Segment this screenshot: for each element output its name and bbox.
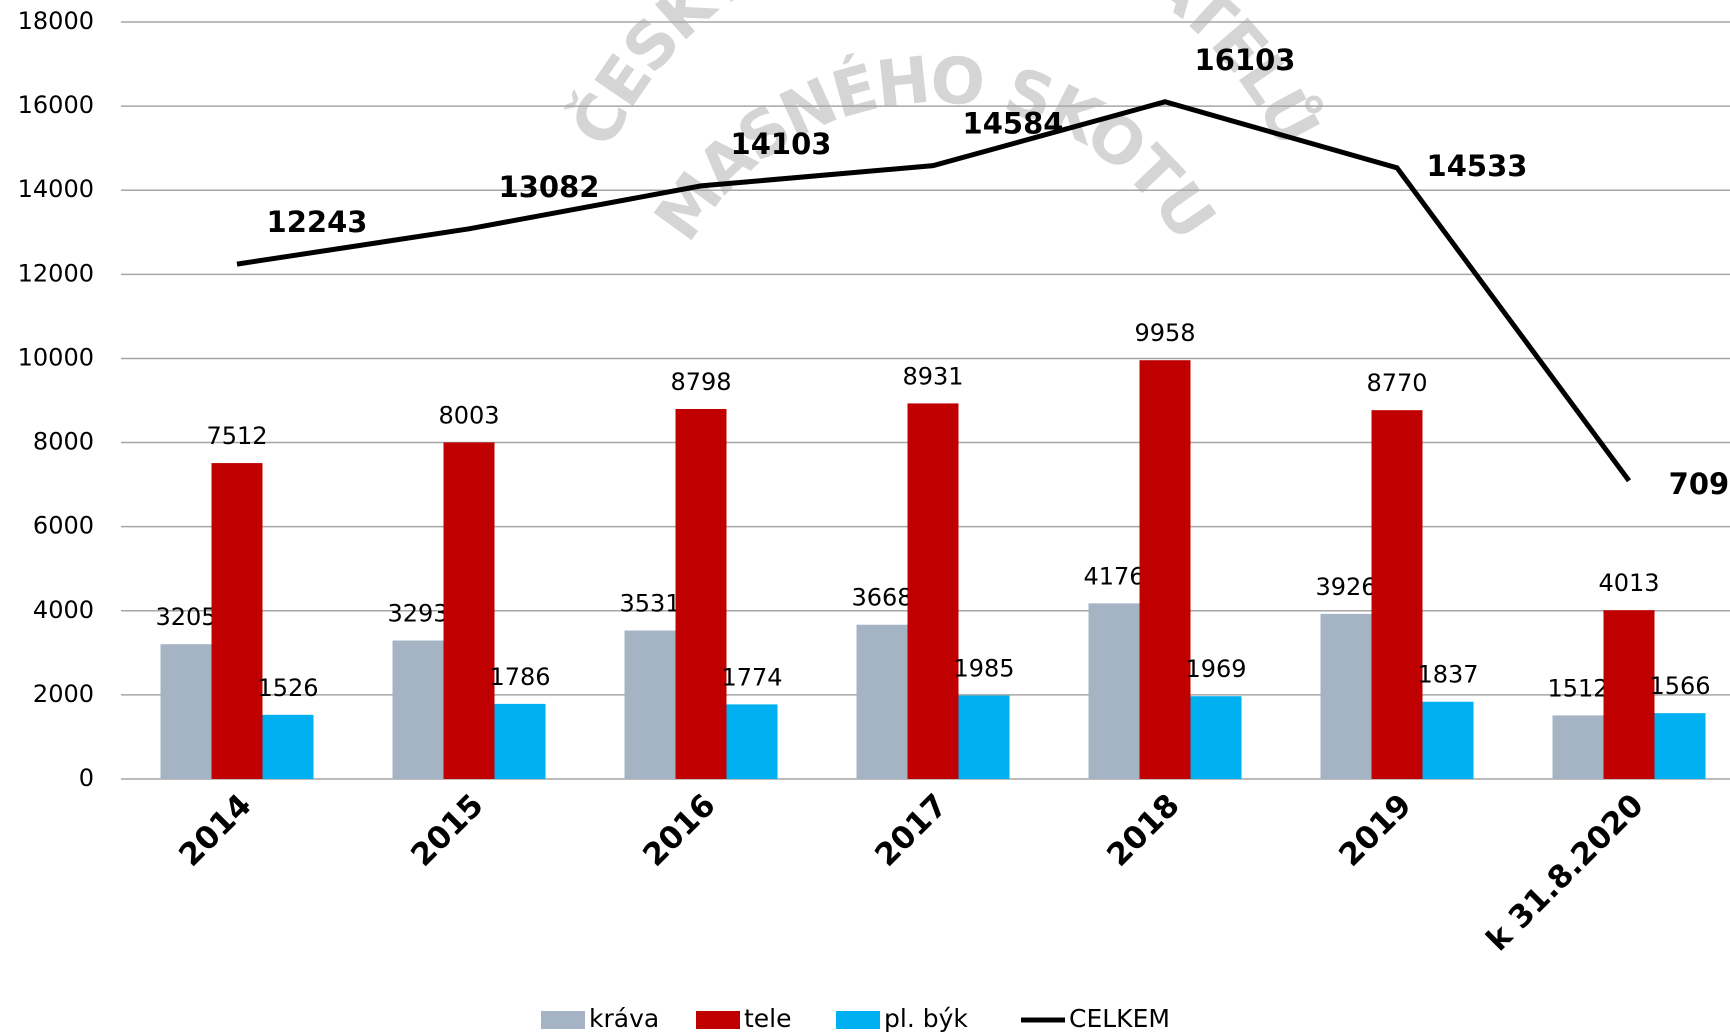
bar — [1190, 696, 1242, 779]
data-label: 1969 — [1185, 655, 1246, 683]
y-tick-label: 0 — [79, 764, 94, 792]
watermark: ČESKÝ SVAZ CHOVATELŮ MASNÉHO SKOTU — [555, 0, 1334, 254]
y-tick-label: 6000 — [33, 512, 94, 540]
bar — [494, 703, 546, 779]
line-label: 7091 — [1669, 467, 1730, 501]
bar — [1371, 410, 1423, 779]
x-tick-label: 2015 — [404, 787, 490, 873]
data-label: 3668 — [851, 584, 912, 612]
bar — [160, 644, 212, 779]
bar — [1654, 713, 1706, 779]
legend-swatch — [541, 1011, 585, 1029]
line-label: 16103 — [1195, 43, 1296, 77]
data-label: 3293 — [387, 600, 448, 628]
data-label: 1512 — [1547, 674, 1608, 702]
data-label: 1566 — [1649, 672, 1710, 700]
data-label: 4013 — [1598, 569, 1659, 597]
y-tick-label: 14000 — [18, 175, 94, 203]
bar — [1603, 610, 1655, 779]
data-label: 1786 — [489, 663, 550, 691]
y-tick-label: 8000 — [33, 428, 94, 456]
legend-label: tele — [744, 1004, 792, 1033]
legend-label: pl. býk — [884, 1004, 968, 1033]
data-label: 3926 — [1315, 573, 1376, 601]
bar — [392, 640, 444, 779]
bar — [624, 630, 676, 779]
data-label: 8798 — [670, 368, 731, 396]
y-tick-label: 2000 — [33, 680, 94, 708]
line-label: 14103 — [731, 127, 832, 161]
data-label: 1774 — [721, 663, 782, 691]
y-tick-label: 10000 — [18, 343, 94, 371]
data-label: 8770 — [1366, 369, 1427, 397]
bar — [211, 463, 263, 779]
data-label: 1837 — [1417, 661, 1478, 689]
legend-label: kráva — [589, 1004, 659, 1033]
data-label: 4176 — [1083, 562, 1144, 590]
bar — [1320, 613, 1372, 779]
x-tick-label: 2019 — [1332, 787, 1418, 873]
line-label: 14533 — [1427, 149, 1528, 183]
bar — [958, 695, 1010, 779]
x-tick-label: 2016 — [636, 787, 722, 873]
bar — [1088, 603, 1140, 779]
x-tick-label: k 31.8.2020 — [1480, 787, 1651, 958]
x-tick-label: 2018 — [1100, 787, 1186, 873]
bar — [262, 714, 314, 779]
line-label: 13082 — [499, 170, 600, 204]
legend-swatch — [696, 1011, 740, 1029]
data-label: 1526 — [257, 674, 318, 702]
watermark-line: MASNÉHO SKOTU — [641, 43, 1230, 254]
bar — [907, 403, 959, 779]
data-label: 3531 — [619, 590, 680, 618]
x-tick-label: 2014 — [172, 787, 258, 873]
bar — [1552, 715, 1604, 779]
bar — [726, 704, 778, 779]
legend-swatch — [836, 1011, 880, 1029]
bar — [1422, 701, 1474, 779]
line-label: 14584 — [963, 107, 1064, 141]
y-tick-label: 4000 — [33, 596, 94, 624]
data-label: 8003 — [438, 401, 499, 429]
y-tick-label: 12000 — [18, 259, 94, 287]
data-label: 8931 — [902, 362, 963, 390]
x-tick-label: 2017 — [868, 787, 954, 873]
bar — [675, 408, 727, 779]
bar — [443, 442, 495, 779]
line-label: 12243 — [267, 205, 368, 239]
bar — [856, 624, 908, 779]
bar — [1139, 360, 1191, 779]
legend-label: CELKEM — [1069, 1004, 1170, 1033]
data-label: 7512 — [206, 422, 267, 450]
line-series — [236, 99, 1632, 483]
data-label: 1985 — [953, 655, 1014, 683]
y-tick-label: 16000 — [18, 91, 94, 119]
y-tick-label: 18000 — [18, 7, 94, 35]
data-label: 3205 — [155, 603, 216, 631]
data-label: 9958 — [1134, 319, 1195, 347]
